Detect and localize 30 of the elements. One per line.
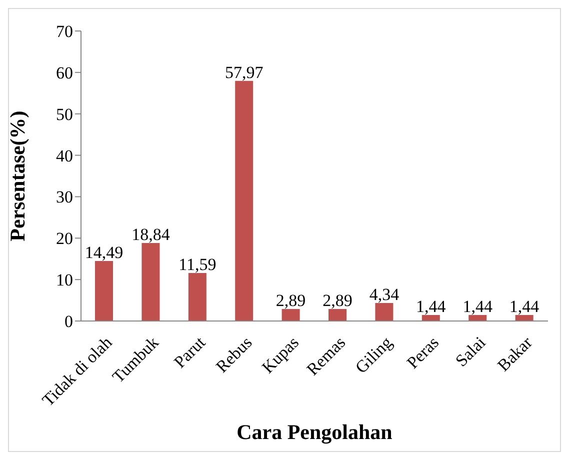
y-tick-label: 40 (56, 146, 73, 166)
bar (235, 80, 254, 321)
y-tick-label: 30 (56, 188, 73, 207)
data-label: 2,89 (276, 291, 306, 310)
data-label: 1,44 (462, 297, 493, 316)
data-label: 57,97 (224, 62, 264, 82)
bar (142, 242, 160, 321)
y-tick-label: 10 (56, 270, 73, 290)
y-tick-label: 0 (64, 312, 73, 332)
data-label: 2,89 (322, 291, 352, 310)
bar (468, 315, 487, 321)
data-label: 18,84 (132, 224, 170, 244)
x-axis-title: Cara Pengolahan (236, 420, 393, 444)
bar (95, 260, 113, 321)
bar (282, 309, 300, 321)
data-label: 1,44 (509, 297, 540, 316)
bar (515, 315, 534, 321)
data-label: 4,34 (369, 285, 400, 304)
bar (328, 309, 346, 321)
y-tick-label: 50 (56, 104, 73, 124)
bar (375, 303, 394, 321)
y-axis-title: Persentase(%) (5, 110, 30, 242)
y-tick-label: 20 (56, 229, 73, 248)
data-label: 11,59 (178, 254, 216, 274)
data-label: 14,49 (84, 242, 124, 262)
y-tick-label: 60 (56, 63, 73, 82)
bar (422, 315, 440, 321)
bar (188, 272, 206, 321)
data-label: 1,44 (416, 297, 446, 316)
y-tick-label: 70 (56, 22, 73, 42)
